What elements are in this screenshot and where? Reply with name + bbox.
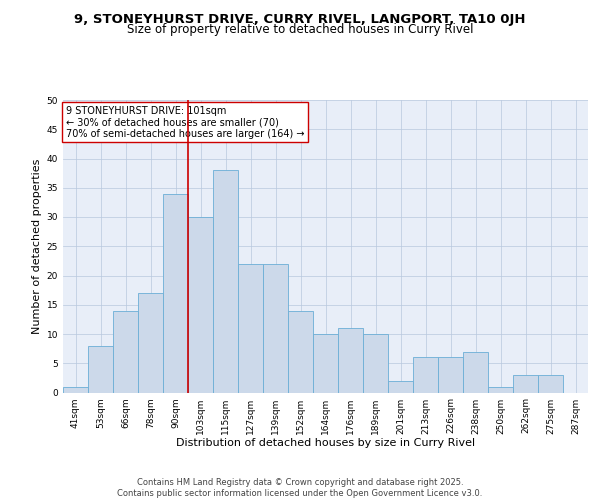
Bar — [538, 375, 563, 392]
Bar — [238, 264, 263, 392]
Bar — [63, 386, 88, 392]
Bar — [288, 310, 313, 392]
X-axis label: Distribution of detached houses by size in Curry Rivel: Distribution of detached houses by size … — [176, 438, 475, 448]
Text: Size of property relative to detached houses in Curry Rivel: Size of property relative to detached ho… — [127, 22, 473, 36]
Bar — [88, 346, 113, 393]
Bar — [488, 386, 513, 392]
Bar — [413, 358, 438, 392]
Bar — [188, 217, 213, 392]
Bar — [438, 358, 463, 392]
Y-axis label: Number of detached properties: Number of detached properties — [32, 158, 43, 334]
Bar — [363, 334, 388, 392]
Bar — [113, 310, 138, 392]
Bar — [163, 194, 188, 392]
Bar — [138, 293, 163, 392]
Bar — [463, 352, 488, 393]
Bar — [388, 381, 413, 392]
Text: 9, STONEYHURST DRIVE, CURRY RIVEL, LANGPORT, TA10 0JH: 9, STONEYHURST DRIVE, CURRY RIVEL, LANGP… — [74, 12, 526, 26]
Bar — [338, 328, 363, 392]
Bar — [313, 334, 338, 392]
Bar — [513, 375, 538, 392]
Text: Contains HM Land Registry data © Crown copyright and database right 2025.
Contai: Contains HM Land Registry data © Crown c… — [118, 478, 482, 498]
Bar — [263, 264, 288, 392]
Bar — [213, 170, 238, 392]
Text: 9 STONEYHURST DRIVE: 101sqm
← 30% of detached houses are smaller (70)
70% of sem: 9 STONEYHURST DRIVE: 101sqm ← 30% of det… — [65, 106, 304, 139]
